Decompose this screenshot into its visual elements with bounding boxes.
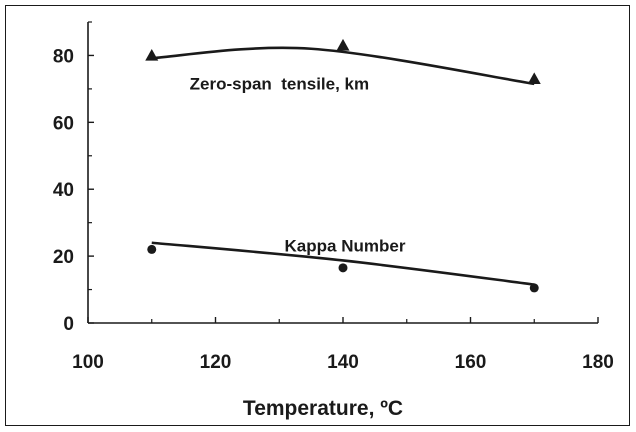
x-axis-title: Temperature, ºC	[243, 397, 403, 420]
data-point-triangle	[145, 48, 159, 61]
series-label: Zero-span tensile, km	[190, 74, 370, 93]
data-point-triangle	[336, 38, 350, 51]
x-tick-label: 100	[72, 352, 104, 373]
data-point-circle	[529, 283, 539, 293]
plot-area: 0 20 40 60 80 100 120 140 160 180 Temperature, ºC Z…	[53, 21, 614, 420]
x-tick-label: 180	[582, 352, 614, 373]
y-tick-label: 0	[63, 314, 74, 335]
x-tick-label: 160	[455, 352, 487, 373]
trend-line-zero-span-tensile	[151, 46, 535, 86]
y-tick-label: 20	[53, 247, 74, 268]
data-point-triangle	[527, 72, 541, 85]
y-tick-label: 80	[53, 46, 74, 67]
data-point-circle	[147, 244, 157, 254]
x-tick-label: 120	[200, 352, 232, 373]
x-tick-label: 140	[327, 352, 359, 373]
y-tick-label: 40	[53, 180, 74, 201]
series-label: Kappa Number	[285, 236, 406, 255]
data-point-circle	[338, 263, 348, 273]
trend-line-kappa-number	[151, 241, 535, 286]
chart-frame	[5, 5, 630, 426]
y-tick-label: 60	[53, 113, 74, 134]
